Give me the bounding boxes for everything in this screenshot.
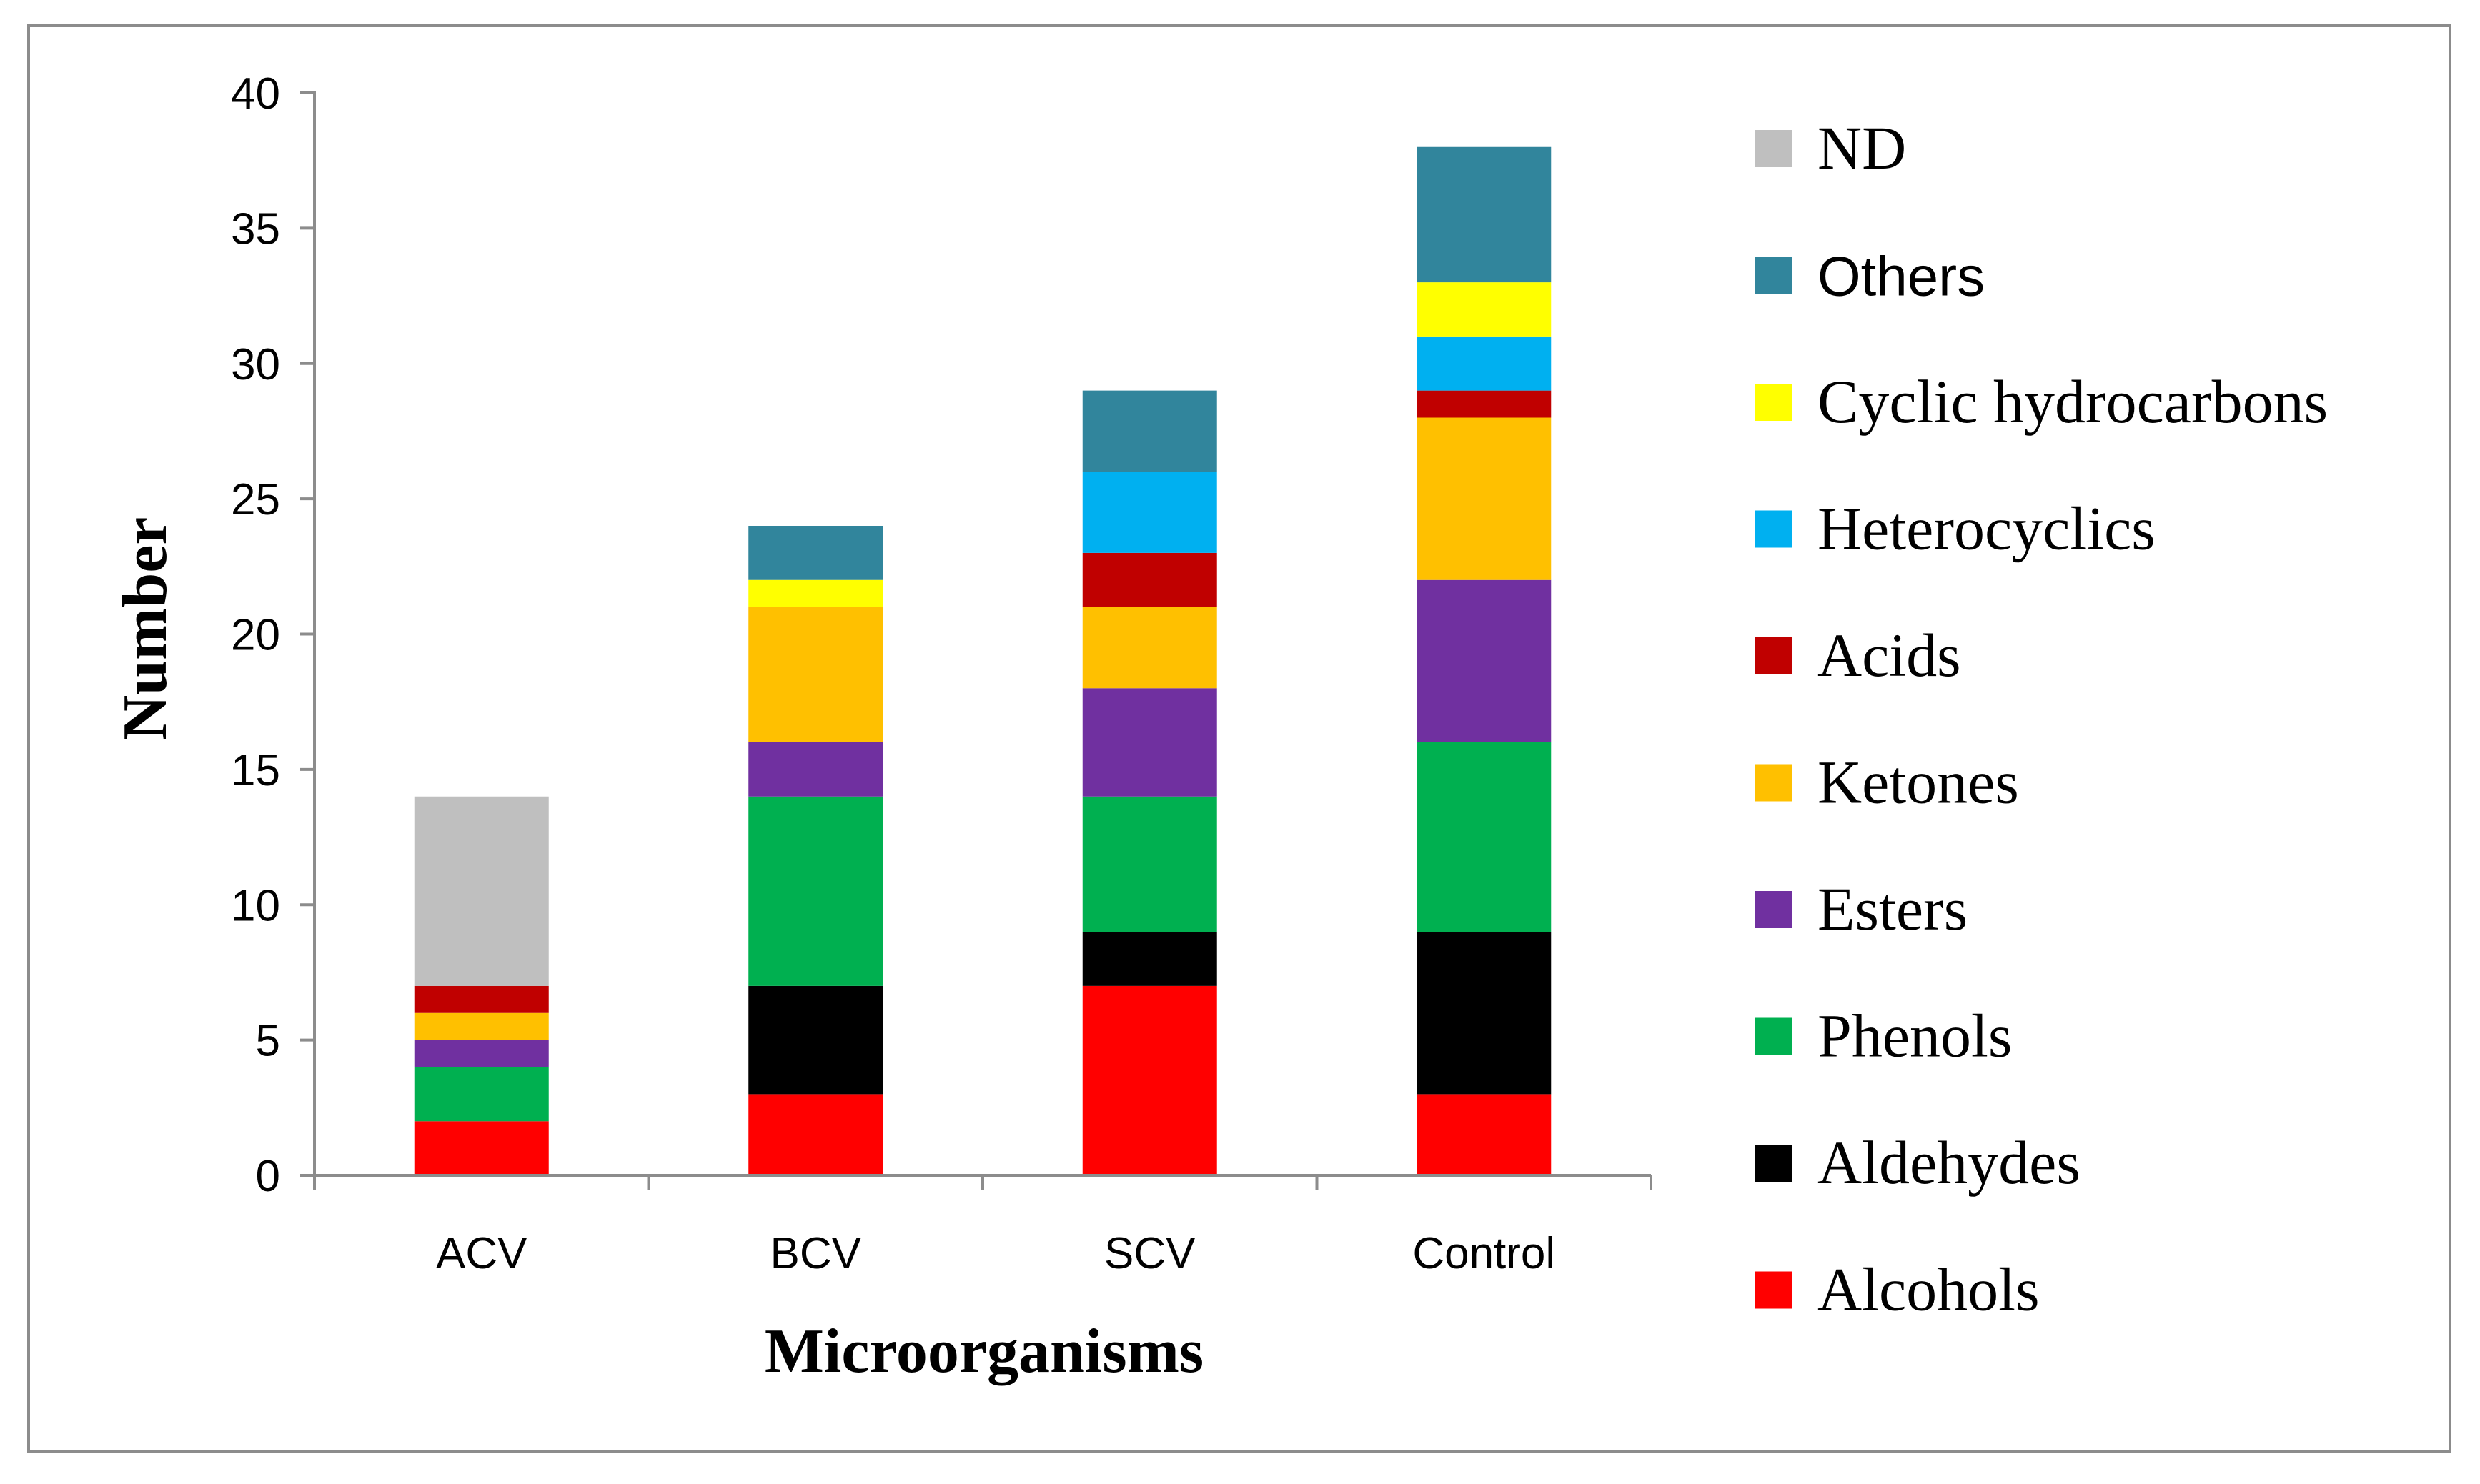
y-tick-labels: 0 5 10 15 20 25 30 35 40 xyxy=(231,69,280,1201)
legend-swatch-acids xyxy=(1755,637,1792,674)
bar-bcv-aldehydes xyxy=(748,985,883,1095)
legend-swatch-alcohols xyxy=(1755,1271,1792,1309)
bar-control-others xyxy=(1417,146,1552,283)
legend-label-others: Others xyxy=(1817,245,1985,308)
bar-bcv-cyclic-hydrocarbons xyxy=(748,579,883,607)
legend-swatch-aldehydes xyxy=(1755,1145,1792,1182)
legend-label-cyclic-hydrocarbons: Cyclic hydrocarbons xyxy=(1817,367,2328,436)
legend-label-ketones: Ketones xyxy=(1817,748,2019,817)
legend-swatch-phenols xyxy=(1755,1017,1792,1055)
chart-frame xyxy=(27,24,2451,1453)
legend-label-aldehydes: Aldehydes xyxy=(1817,1128,2080,1197)
y-tick-label-0: 0 xyxy=(256,1152,280,1201)
bar-control-cyclic-hydrocarbons xyxy=(1417,282,1552,337)
bar-acv-esters xyxy=(414,1040,549,1067)
bar-control-phenols xyxy=(1417,742,1552,932)
y-tick-label-15: 15 xyxy=(231,746,280,795)
legend-swatch-others xyxy=(1755,257,1792,294)
bar-control-acids xyxy=(1417,390,1552,418)
bars-layer xyxy=(414,146,1552,1175)
bar-scv-phenols xyxy=(1082,796,1217,932)
x-tick-label-bcv: BCV xyxy=(770,1229,862,1278)
bar-acv-phenols xyxy=(414,1067,549,1122)
bar-control-alcohols xyxy=(1417,1094,1552,1175)
bar-acv-nd xyxy=(414,796,549,986)
y-tick-label-20: 20 xyxy=(231,611,280,660)
bar-scv-heterocyclics xyxy=(1082,472,1217,553)
bar-acv-alcohols xyxy=(414,1121,549,1175)
y-axis-label: Number xyxy=(111,517,180,741)
bar-acv-ketones xyxy=(414,1012,549,1040)
bar-scv-esters xyxy=(1082,688,1217,797)
legend-swatch-cyclic-hydrocarbons xyxy=(1755,384,1792,421)
bar-bcv-others xyxy=(748,526,883,580)
legend-swatch-nd xyxy=(1755,130,1792,167)
bar-scv-alcohols xyxy=(1082,985,1217,1175)
bar-scv-acids xyxy=(1082,552,1217,607)
bar-control-aldehydes xyxy=(1417,932,1552,1095)
y-tick-label-30: 30 xyxy=(231,340,280,389)
legend-swatch-heterocyclics xyxy=(1755,510,1792,548)
bar-control-esters xyxy=(1417,579,1552,742)
bar-bcv-esters xyxy=(748,742,883,797)
y-tick-label-35: 35 xyxy=(231,204,280,254)
bar-bcv-ketones xyxy=(748,607,883,742)
y-tick-label-10: 10 xyxy=(231,881,280,930)
x-tick-labels: ACV BCV SCV Control xyxy=(436,1229,1555,1278)
legend: ND Others Cyclic hydrocarbons Heterocyclics… xyxy=(1755,114,2328,1324)
axes-layer xyxy=(300,91,1652,1190)
legend-label-alcohols: Alcohols xyxy=(1817,1255,2040,1324)
y-tick-label-25: 25 xyxy=(231,475,280,524)
x-tick-label-scv: SCV xyxy=(1104,1229,1196,1278)
bar-bcv-alcohols xyxy=(748,1094,883,1175)
bar-scv-aldehydes xyxy=(1082,932,1217,986)
bar-control-heterocyclics xyxy=(1417,336,1552,391)
bar-scv-ketones xyxy=(1082,607,1217,689)
legend-swatch-ketones xyxy=(1755,764,1792,802)
bar-scv-others xyxy=(1082,390,1217,472)
y-tick-label-40: 40 xyxy=(231,69,280,119)
x-tick-label-control: Control xyxy=(1412,1229,1555,1278)
legend-label-esters: Esters xyxy=(1817,875,1968,943)
bar-control-ketones xyxy=(1417,417,1552,580)
y-tick-label-5: 5 xyxy=(256,1017,280,1066)
bar-bcv-phenols xyxy=(748,796,883,986)
x-axis-label: Microorganisms xyxy=(765,1317,1204,1386)
legend-swatch-esters xyxy=(1755,891,1792,928)
legend-label-phenols: Phenols xyxy=(1817,1002,2012,1070)
x-tick-label-acv: ACV xyxy=(436,1229,527,1278)
legend-label-nd: ND xyxy=(1817,114,1906,182)
legend-label-heterocyclics: Heterocyclics xyxy=(1817,494,2156,563)
legend-label-acids: Acids xyxy=(1817,621,1961,689)
bar-acv-acids xyxy=(414,985,549,1013)
